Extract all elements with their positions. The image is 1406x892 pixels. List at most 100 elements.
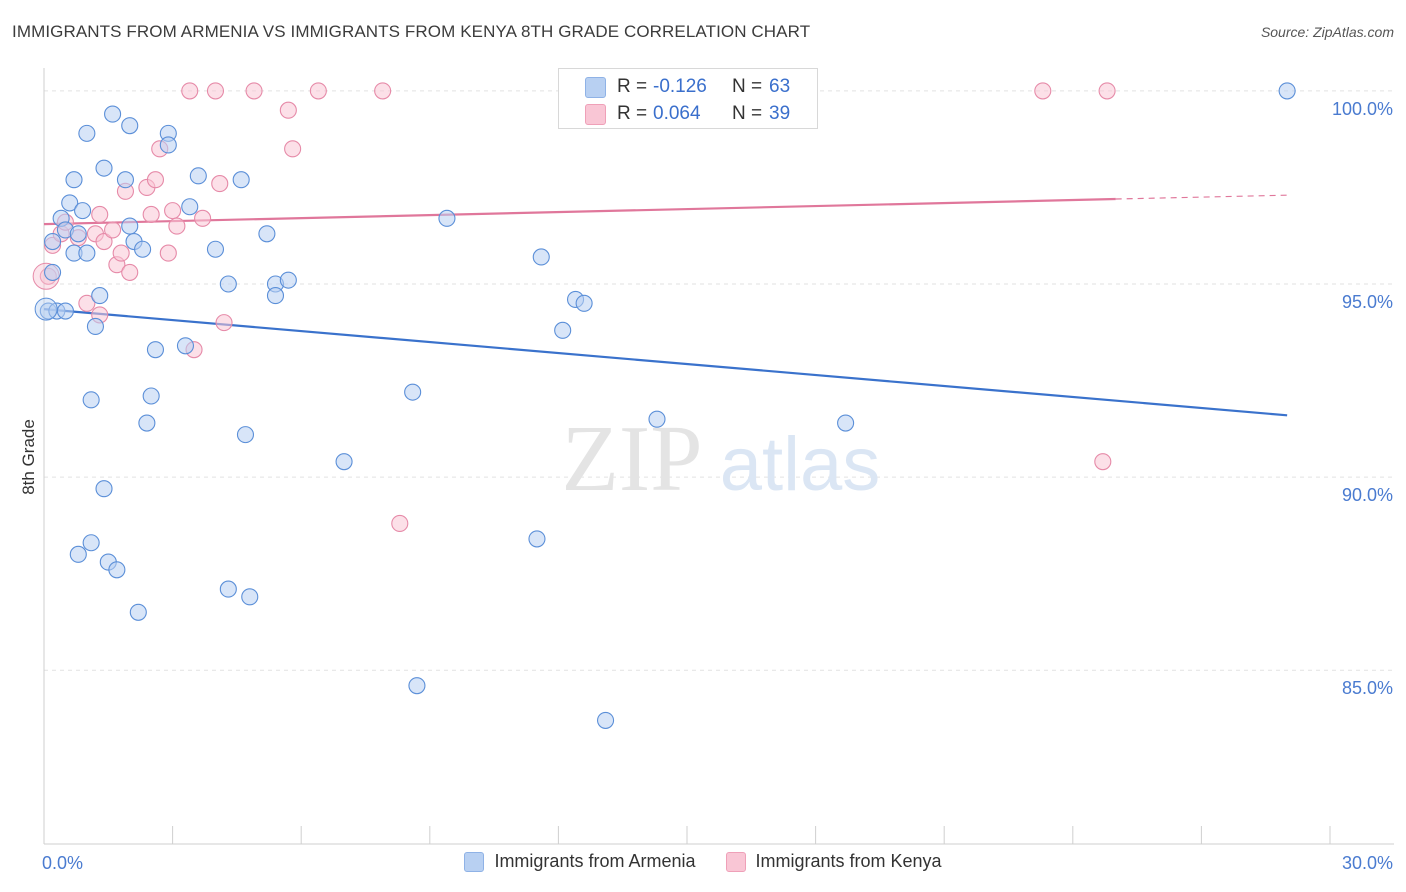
trend-line-kenya-extension: [1115, 194, 1288, 200]
stats-swatch-kenya: [585, 103, 606, 125]
data-point-kenya: [159, 244, 177, 262]
data-point-kenya: [215, 314, 233, 332]
data-point-armenia: [219, 580, 237, 598]
data-point-armenia: [121, 217, 139, 235]
data-point-armenia: [597, 711, 615, 729]
data-point-armenia: [146, 341, 165, 359]
stats-n-value: 39: [769, 103, 791, 124]
data-point-armenia: [138, 414, 156, 432]
data-point-armenia: [176, 337, 195, 355]
y-tick-label: 85.0%: [1342, 678, 1393, 698]
data-point-kenya: [211, 175, 229, 193]
data-point-armenia: [266, 287, 285, 305]
data-point-armenia: [335, 453, 353, 471]
data-point-kenya: [121, 263, 139, 281]
data-point-kenya: [181, 82, 199, 100]
data-point-armenia: [528, 530, 546, 548]
data-point-kenya: [142, 205, 160, 224]
data-point-kenya: [168, 217, 186, 235]
legend-label-armenia: Immigrants from Armenia: [494, 851, 696, 871]
data-point-armenia: [34, 297, 58, 321]
data-point-armenia: [104, 105, 122, 123]
data-point-armenia: [206, 240, 225, 258]
data-point-armenia: [648, 410, 666, 428]
y-tick-label: 90.0%: [1342, 485, 1393, 505]
data-point-armenia: [189, 167, 207, 185]
data-point-armenia: [181, 198, 199, 216]
data-point-armenia: [78, 244, 96, 262]
stats-r-label: R =: [617, 76, 648, 97]
legend-item-armenia[interactable]: Immigrants from Armenia: [464, 851, 696, 872]
data-point-armenia: [82, 391, 100, 409]
axis-labels: 85.0% 90.0% 95.0% 100.0% 0.0% 30.0% 8th Grade: [19, 99, 1393, 873]
data-point-armenia: [575, 294, 593, 312]
data-point-armenia: [74, 202, 92, 220]
data-point-armenia: [134, 240, 152, 258]
data-point-armenia: [408, 677, 426, 695]
data-point-armenia: [44, 263, 62, 281]
data-point-kenya: [95, 232, 113, 251]
data-point-armenia: [91, 287, 109, 305]
data-point-armenia: [121, 117, 139, 135]
data-point-armenia: [837, 414, 855, 432]
data-point-armenia: [1278, 82, 1296, 100]
stats-swatch-armenia: [585, 76, 606, 98]
data-point-armenia: [86, 317, 104, 336]
watermark: ZIP atlas: [562, 407, 881, 511]
data-point-kenya: [284, 140, 302, 158]
stats-n-label: N =: [732, 103, 763, 124]
stats-r-value: -0.126: [653, 76, 707, 97]
data-point-armenia: [219, 275, 237, 293]
data-point-kenya: [112, 244, 130, 262]
trend-line-armenia: [43, 308, 1288, 417]
data-point-armenia: [82, 534, 100, 552]
data-point-kenya: [309, 82, 327, 100]
trend-line-kenya: [43, 197, 1116, 226]
data-point-armenia: [69, 225, 87, 243]
stats-row-kenya: R = 0.064 N = 39: [559, 101, 817, 127]
data-point-kenya: [78, 294, 96, 312]
data-point-kenya: [164, 202, 182, 220]
data-point-kenya: [1094, 453, 1112, 471]
points-armenia: [34, 82, 1296, 729]
data-point-kenya: [91, 205, 109, 224]
stats-n-label: N =: [732, 76, 763, 97]
axes: [43, 68, 1394, 845]
x-tick-label: 30.0%: [1342, 853, 1393, 873]
legend-swatch-armenia: [464, 851, 485, 872]
data-point-armenia: [279, 271, 297, 289]
x-tick-label: 0.0%: [42, 853, 83, 873]
stats-row-armenia: R = -0.126 N = 63: [559, 74, 817, 100]
data-point-armenia: [95, 480, 113, 498]
data-point-kenya: [104, 221, 122, 239]
data-point-armenia: [56, 302, 74, 320]
data-point-armenia: [61, 194, 79, 212]
watermark-zip: ZIP: [562, 407, 703, 511]
stats-n-value: 63: [769, 76, 791, 97]
data-point-armenia: [554, 321, 572, 339]
data-point-armenia: [44, 232, 62, 251]
data-point-armenia: [404, 383, 422, 401]
data-point-armenia: [108, 561, 126, 579]
data-point-kenya: [391, 514, 409, 532]
stats-r-value: 0.064: [653, 103, 701, 124]
data-point-armenia: [236, 426, 255, 444]
data-point-armenia: [65, 171, 83, 189]
data-point-armenia: [69, 545, 87, 563]
data-point-armenia: [78, 124, 96, 142]
data-point-kenya: [245, 82, 263, 100]
stats-box: R = -0.126 N = 63 R = 0.064 N = 39: [558, 68, 818, 129]
data-point-kenya: [1034, 82, 1052, 100]
trend-lines: [43, 194, 1288, 417]
data-point-armenia: [129, 603, 147, 621]
chart-title: IMMIGRANTS FROM ARMENIA VS IMMIGRANTS FR…: [12, 22, 811, 41]
data-point-armenia: [159, 136, 177, 154]
watermark-atlas: atlas: [720, 422, 881, 507]
data-point-armenia: [142, 387, 160, 405]
legend-item-kenya[interactable]: Immigrants from Kenya: [725, 851, 942, 872]
data-point-armenia: [232, 171, 250, 189]
stats-r-label: R =: [617, 103, 648, 124]
data-point-kenya: [146, 171, 165, 189]
data-point-kenya: [1098, 82, 1116, 100]
